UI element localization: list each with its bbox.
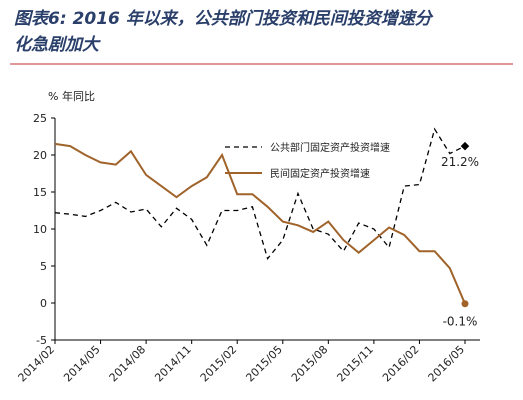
x-tick-label: 2014/02 — [16, 343, 58, 385]
y-tick-label: 0 — [40, 297, 47, 310]
y-tick-label: 15 — [33, 186, 47, 199]
y-unit: % 年同比 — [48, 89, 95, 103]
x-tick-label: 2014/11 — [152, 343, 194, 385]
series-line — [54, 142, 466, 305]
y-tick-label: 25 — [33, 112, 47, 125]
x-tick-label: 2015/02 — [198, 343, 240, 385]
y-tick-label: 5 — [40, 260, 47, 273]
chart-title: 化急剧加大 — [14, 35, 101, 55]
x-tick-label: 2015/08 — [289, 343, 331, 385]
y-tick-label: 20 — [33, 149, 47, 162]
legend-label: 公共部门固定资产投资增速 — [270, 141, 390, 154]
y-tick-label: -5 — [36, 334, 47, 347]
series-line — [54, 127, 466, 260]
end-label: 21.2% — [441, 155, 479, 169]
end-marker — [461, 300, 469, 308]
x-tick-label: 2015/11 — [335, 343, 377, 385]
end-label: -0.1% — [443, 315, 478, 329]
x-tick-label: 2014/08 — [107, 343, 149, 385]
x-tick-label: 2014/05 — [61, 343, 103, 385]
chart-title: 图表6: 2016 年以来，公共部门投资和民间投资增速分 — [14, 9, 434, 29]
x-tick-label: 2016/02 — [380, 343, 422, 385]
end-marker — [460, 141, 470, 151]
x-tick-label: 2016/05 — [426, 343, 468, 385]
x-tick-label: 2015/05 — [243, 343, 285, 385]
y-tick-label: 10 — [33, 223, 47, 236]
legend-label: 民间固定资产投资增速 — [270, 167, 370, 180]
